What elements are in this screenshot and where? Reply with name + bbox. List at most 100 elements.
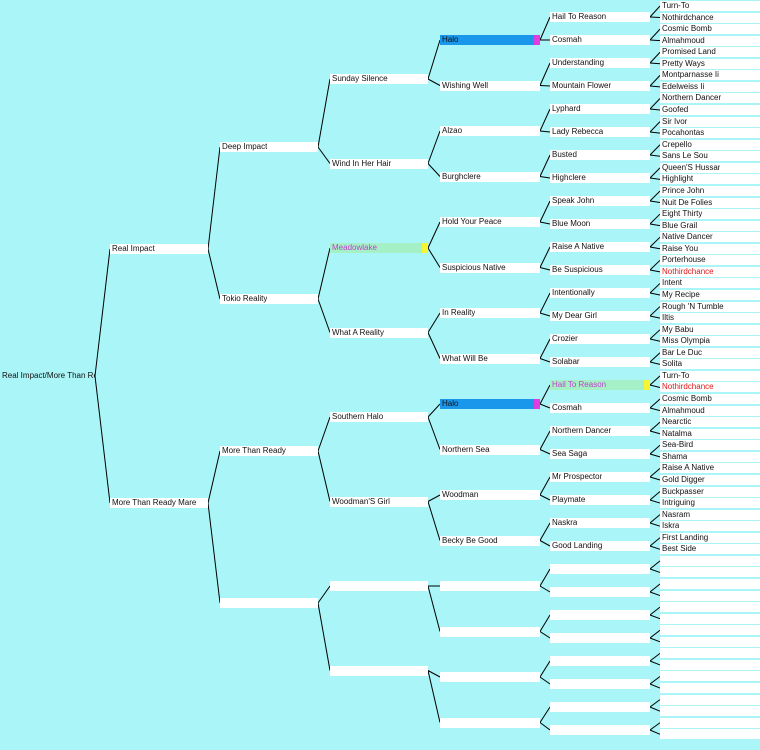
ancestor-box[interactable] xyxy=(550,196,650,206)
ancestor-box[interactable] xyxy=(660,729,760,740)
ancestor-box[interactable] xyxy=(660,139,760,150)
ancestor-box[interactable] xyxy=(660,324,760,335)
ancestor-box[interactable] xyxy=(660,486,760,497)
ancestor-box[interactable] xyxy=(440,171,540,182)
ancestor-box[interactable] xyxy=(220,294,318,304)
ancestor-box[interactable] xyxy=(660,659,760,670)
ancestor-box[interactable] xyxy=(660,521,760,532)
ancestor-box[interactable] xyxy=(330,665,428,676)
ancestor-box[interactable] xyxy=(660,648,760,659)
ancestor-box[interactable] xyxy=(660,105,760,116)
ancestor-box[interactable] xyxy=(550,242,650,252)
ancestor-box[interactable] xyxy=(660,579,760,589)
ancestor-box[interactable] xyxy=(440,217,540,227)
ancestor-box[interactable] xyxy=(660,717,760,728)
ancestor-box[interactable] xyxy=(440,262,540,273)
ancestor-box[interactable] xyxy=(660,12,760,23)
ancestor-box[interactable] xyxy=(660,24,760,35)
ancestor-box[interactable] xyxy=(550,288,650,298)
ancestor-box[interactable] xyxy=(660,451,760,462)
ancestor-box[interactable] xyxy=(440,80,540,91)
ancestor-box[interactable] xyxy=(550,679,650,689)
ancestor-box[interactable] xyxy=(660,162,760,173)
ancestor-box[interactable] xyxy=(550,541,650,551)
ancestor-box[interactable] xyxy=(660,636,760,647)
ancestor-box[interactable] xyxy=(660,590,760,601)
ancestor-box[interactable] xyxy=(330,158,428,169)
ancestor-box[interactable] xyxy=(440,353,540,364)
ancestor-box[interactable] xyxy=(550,311,650,321)
ancestor-box[interactable] xyxy=(440,126,540,136)
ancestor-box[interactable] xyxy=(660,47,760,58)
ancestor-box[interactable] xyxy=(550,587,650,597)
ancestor-box[interactable] xyxy=(660,359,760,370)
ancestor-box[interactable] xyxy=(660,255,760,266)
ancestor-box[interactable] xyxy=(660,209,760,220)
ancestor-box[interactable] xyxy=(550,265,650,275)
ancestor-box[interactable] xyxy=(550,725,650,735)
ancestor-box[interactable] xyxy=(660,532,760,543)
ancestor-box[interactable] xyxy=(660,417,760,428)
ancestor-box[interactable] xyxy=(660,35,760,46)
ancestor-box[interactable] xyxy=(660,151,760,162)
ancestor-box[interactable] xyxy=(660,290,760,300)
ancestor-box[interactable] xyxy=(660,370,760,381)
ancestor-box[interactable] xyxy=(660,93,760,104)
ancestor-box[interactable] xyxy=(660,382,760,393)
ancestor-box[interactable] xyxy=(440,399,540,409)
ancestor-box[interactable] xyxy=(660,706,760,717)
ancestor-box[interactable] xyxy=(660,683,760,694)
ancestor-box[interactable] xyxy=(330,327,428,338)
ancestor-box[interactable] xyxy=(660,81,760,92)
ancestor-box[interactable] xyxy=(440,626,540,637)
ancestor-box[interactable] xyxy=(550,334,650,344)
ancestor-box[interactable] xyxy=(550,12,650,22)
ancestor-box[interactable] xyxy=(220,142,318,152)
ancestor-box[interactable] xyxy=(660,602,760,613)
ancestor-box[interactable] xyxy=(550,357,650,367)
ancestor-box[interactable] xyxy=(550,495,650,505)
ancestor-box[interactable] xyxy=(660,625,760,636)
ancestor-box[interactable] xyxy=(440,535,540,546)
ancestor-box[interactable] xyxy=(440,490,540,500)
ancestor-box[interactable] xyxy=(550,610,650,620)
ancestor-box[interactable] xyxy=(330,243,428,253)
ancestor-box[interactable] xyxy=(660,70,760,81)
ancestor-box[interactable] xyxy=(440,672,540,682)
ancestor-box[interactable] xyxy=(550,150,650,160)
ancestor-box[interactable] xyxy=(110,244,208,254)
ancestor-box[interactable] xyxy=(660,128,760,139)
ancestor-box[interactable] xyxy=(660,428,760,439)
ancestor-box[interactable] xyxy=(660,116,760,127)
ancestor-box[interactable] xyxy=(550,656,650,666)
ancestor-box[interactable] xyxy=(330,412,428,422)
ancestor-box[interactable] xyxy=(550,449,650,459)
ancestor-box[interactable] xyxy=(550,426,650,436)
ancestor-box[interactable] xyxy=(660,232,760,243)
ancestor-box[interactable] xyxy=(550,564,650,574)
ancestor-box[interactable] xyxy=(550,219,650,229)
ancestor-box[interactable] xyxy=(330,581,428,591)
ancestor-box[interactable] xyxy=(550,472,650,482)
ancestor-box[interactable] xyxy=(660,394,760,405)
ancestor-box[interactable] xyxy=(660,555,760,566)
ancestor-box[interactable] xyxy=(660,336,760,347)
ancestor-box[interactable] xyxy=(660,266,760,277)
ancestor-box[interactable] xyxy=(660,509,760,520)
ancestor-box[interactable] xyxy=(660,613,760,624)
ancestor-box[interactable] xyxy=(220,598,318,608)
ancestor-box[interactable] xyxy=(660,197,760,208)
ancestor-box[interactable] xyxy=(660,544,760,555)
ancestor-box[interactable] xyxy=(550,702,650,712)
ancestor-box[interactable] xyxy=(550,173,650,183)
ancestor-box[interactable] xyxy=(660,405,760,416)
ancestor-box[interactable] xyxy=(330,74,428,84)
ancestor-box[interactable] xyxy=(440,35,540,45)
ancestor-box[interactable] xyxy=(660,278,760,289)
ancestor-box[interactable] xyxy=(660,671,760,682)
ancestor-box[interactable] xyxy=(550,58,650,68)
ancestor-box[interactable] xyxy=(660,694,760,705)
ancestor-box[interactable] xyxy=(660,301,760,312)
ancestor-box[interactable] xyxy=(550,403,650,413)
ancestor-box[interactable] xyxy=(660,220,760,231)
